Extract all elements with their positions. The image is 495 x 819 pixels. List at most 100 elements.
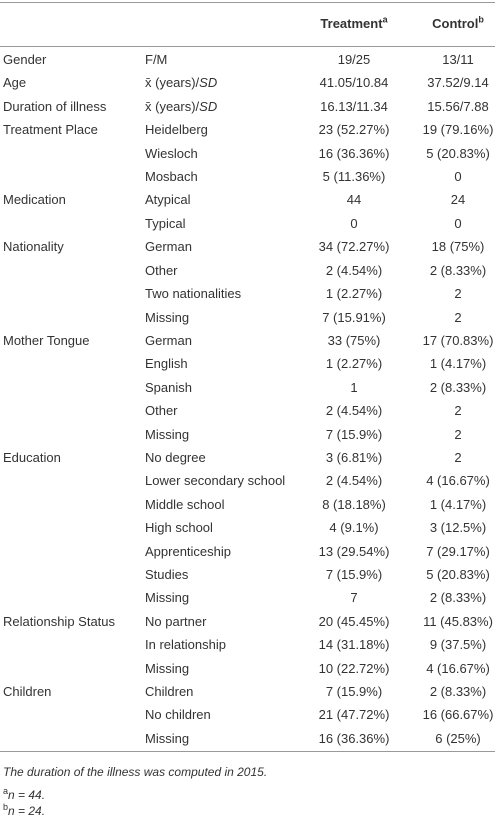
value-cell: 13/11 — [442, 52, 474, 68]
value-text: 2 (4.54%) — [325, 473, 383, 489]
value-cell: 2 (8.33%) — [430, 263, 486, 279]
sub-label: Wiesloch — [145, 146, 198, 162]
sub-label-text: Studies — [145, 567, 189, 583]
value-cell: 2 (4.54%) — [326, 473, 382, 489]
row-label: Mother Tongue — [3, 333, 90, 349]
sub-label-text: Missing — [145, 660, 190, 676]
value-cell: 2 — [454, 286, 461, 302]
value-cell: 5 (11.36%) — [323, 169, 386, 185]
sub-label-part: SD — [199, 98, 218, 114]
value-text: 2 — [454, 286, 462, 302]
row-label: Age — [3, 75, 26, 91]
sub-label: No partner — [145, 614, 206, 630]
value-cell: 21 (47.72%) — [319, 707, 390, 723]
value-text: 7 (15.9%) — [325, 684, 383, 700]
sub-label-part: SD — [199, 75, 218, 91]
sub-label: Apprenticeship — [145, 544, 231, 560]
value-text: 11 (45.83%) — [423, 613, 493, 629]
value-text: 2 — [454, 426, 462, 442]
top-rule — [0, 2, 495, 3]
footnote-text: n = 24. — [8, 804, 46, 818]
row-label: Children — [3, 684, 51, 700]
sub-label-text: Lower secondary school — [145, 473, 286, 489]
sub-label-text: Typical — [145, 215, 186, 231]
value-cell: 2 — [454, 403, 461, 419]
sub-label-text: Mosbach — [145, 169, 198, 185]
value-text: 1 — [350, 379, 358, 395]
sub-label: In relationship — [145, 637, 226, 653]
row-label-text: Children — [3, 684, 52, 700]
value-cell: 1 — [350, 380, 357, 396]
value-cell: 2 (8.33%) — [430, 684, 486, 700]
sub-label-text: No degree — [145, 449, 206, 465]
footnote: an = 44. — [3, 787, 45, 803]
sub-label: Missing — [145, 310, 189, 326]
sub-label-text: Missing — [145, 730, 190, 746]
column-header-sup: b — [478, 14, 484, 25]
value-text: 4 (16.67%) — [426, 473, 490, 489]
value-cell: 7 (15.91%) — [322, 310, 386, 326]
value-cell: 41.05/10.84 — [320, 75, 389, 91]
value-cell: 19/25 — [338, 52, 371, 68]
value-text: 1 (2.27%) — [325, 286, 383, 302]
row-label-text: Relationship Status — [3, 613, 116, 629]
sub-label: High school — [145, 520, 213, 536]
value-cell: 2 — [454, 450, 461, 466]
sub-label-text: Other — [145, 262, 178, 278]
value-text: 1 (4.17%) — [429, 356, 487, 372]
value-text: 7 (29.17%) — [426, 543, 490, 559]
sub-label: Typical — [145, 216, 185, 232]
sub-label-text: No partner — [145, 613, 207, 629]
value-text: 6 (25%) — [435, 730, 481, 746]
sub-label-text: Atypical — [145, 192, 191, 208]
value-cell: 11 (45.83%) — [423, 614, 493, 630]
row-label: Gender — [3, 52, 46, 68]
value-text: 7 — [350, 590, 358, 606]
sub-label-text: Missing — [145, 590, 190, 606]
sub-label-text: Missing — [145, 309, 190, 325]
value-cell: 23 (52.27%) — [319, 122, 390, 138]
value-text: 13/11 — [442, 52, 474, 67]
value-text: 2 (8.33%) — [429, 590, 487, 606]
row-label-text: Treatment Place — [3, 122, 98, 138]
column-header-text: Control — [432, 16, 479, 31]
value-text: 5 (11.36%) — [322, 169, 386, 185]
sub-label-text: Spanish — [145, 379, 192, 395]
row-label: Relationship Status — [3, 614, 115, 630]
value-text: 44 — [346, 192, 362, 208]
value-text: 13 (29.54%) — [318, 543, 390, 559]
value-text: 9 (37.5%) — [429, 637, 487, 653]
sub-label-text: Wiesloch — [145, 145, 198, 161]
row-label: Duration of illness — [3, 99, 106, 115]
column-header-text: Treatment — [320, 16, 383, 31]
value-text: 24 — [450, 192, 466, 208]
value-text: 2 — [454, 449, 462, 465]
sub-label-text: German — [145, 332, 192, 348]
value-cell: 44 — [347, 192, 361, 208]
value-cell: 16 (36.36%) — [319, 146, 390, 162]
value-text: 2 — [454, 403, 462, 419]
sub-label: Middle school — [145, 497, 225, 513]
sub-label: Missing — [145, 590, 189, 606]
footnote-text: n = 44. — [8, 788, 46, 802]
value-cell: 3 (6.81%) — [326, 450, 382, 466]
value-cell: 1 (4.17%) — [430, 356, 486, 372]
sub-label: Other — [145, 403, 178, 419]
row-label-text: Gender — [3, 52, 47, 67]
sub-label: German — [145, 239, 192, 255]
sub-label-part: x̄ (years)/ — [145, 98, 200, 114]
sub-label-text: Apprenticeship — [145, 543, 231, 559]
value-text: 2 (8.33%) — [429, 262, 487, 278]
value-text: 2 (4.54%) — [325, 262, 383, 278]
row-label-text: Education — [3, 449, 61, 465]
sub-label: Missing — [145, 661, 189, 677]
footnote: bn = 24. — [3, 803, 45, 819]
value-text: 8 (18.18%) — [322, 496, 386, 512]
sub-label: x̄ (years)/SD — [145, 99, 217, 115]
value-cell: 2 (8.33%) — [430, 590, 486, 606]
value-text: 14 (31.18%) — [318, 637, 390, 653]
value-cell: 2 — [454, 427, 461, 443]
value-cell: 2 (8.33%) — [430, 380, 486, 396]
value-text: 2 (8.33%) — [429, 684, 487, 700]
